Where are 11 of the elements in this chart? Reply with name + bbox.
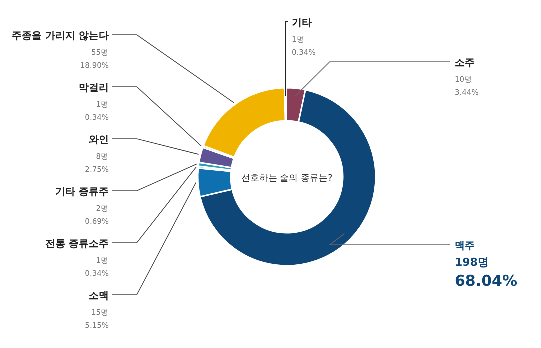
text: 선호하는 술의 종류는? xyxy=(241,174,333,184)
slice-label: 기타 증류주 xyxy=(56,187,109,198)
slice-label: 소주 xyxy=(455,58,475,69)
slice-label: 와인 xyxy=(89,135,109,146)
slice-label: 맥주 xyxy=(455,241,475,252)
slice-label: 주종을 가리지 않는다 xyxy=(12,31,109,42)
slice-label: 막걸리 xyxy=(79,83,109,94)
data-label: 198명 68.04% xyxy=(455,256,518,290)
slice-label: 전통 증류소주 xyxy=(46,239,109,250)
slice-label: 소맥 xyxy=(89,291,109,302)
slice-label: 기타 xyxy=(292,18,312,29)
